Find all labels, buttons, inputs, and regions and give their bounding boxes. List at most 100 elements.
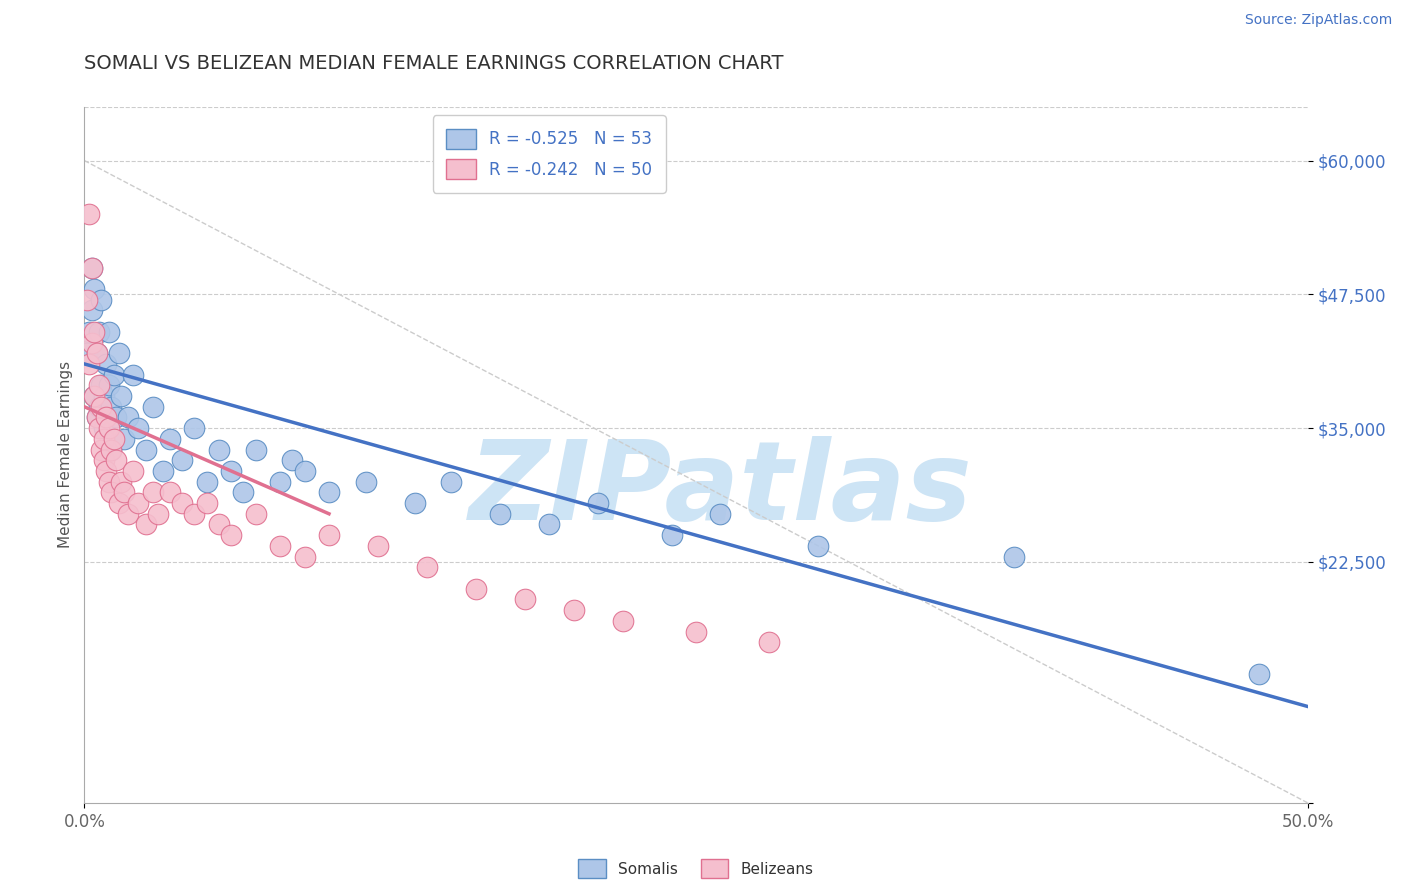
- Point: [103, 368, 125, 382]
- Point: [86, 410, 108, 425]
- Point: [86, 346, 108, 360]
- Point: [208, 442, 231, 457]
- Point: [269, 475, 291, 489]
- Point: [172, 453, 194, 467]
- Point: [294, 549, 316, 564]
- Point: [110, 389, 132, 403]
- Point: [107, 496, 129, 510]
- Point: [135, 517, 157, 532]
- Point: [100, 442, 122, 457]
- Point: [87, 400, 110, 414]
- Point: [135, 442, 157, 457]
- Point: [1247, 667, 1270, 681]
- Point: [538, 517, 561, 532]
- Point: [758, 635, 780, 649]
- Point: [142, 485, 165, 500]
- Point: [807, 539, 830, 553]
- Point: [117, 507, 139, 521]
- Point: [77, 325, 100, 339]
- Point: [87, 421, 110, 435]
- Point: [105, 410, 128, 425]
- Point: [77, 207, 100, 221]
- Point: [562, 603, 585, 617]
- Point: [96, 357, 118, 371]
- Point: [709, 507, 731, 521]
- Point: [103, 432, 125, 446]
- Point: [105, 453, 128, 467]
- Point: [97, 421, 120, 435]
- Point: [90, 378, 112, 392]
- Point: [195, 475, 218, 489]
- Point: [77, 357, 100, 371]
- Point: [440, 475, 463, 489]
- Point: [122, 368, 145, 382]
- Point: [354, 475, 377, 489]
- Point: [107, 346, 129, 360]
- Point: [219, 464, 242, 478]
- Point: [294, 464, 316, 478]
- Point: [83, 389, 105, 403]
- Point: [318, 528, 340, 542]
- Point: [117, 410, 139, 425]
- Point: [245, 507, 267, 521]
- Point: [367, 539, 389, 553]
- Point: [612, 614, 634, 628]
- Point: [127, 421, 149, 435]
- Point: [586, 496, 609, 510]
- Legend: Somalis, Belizeans: Somalis, Belizeans: [571, 852, 821, 886]
- Point: [83, 389, 105, 403]
- Text: Source: ZipAtlas.com: Source: ZipAtlas.com: [1244, 13, 1392, 28]
- Point: [661, 528, 683, 542]
- Point: [183, 507, 205, 521]
- Point: [146, 507, 169, 521]
- Point: [489, 507, 512, 521]
- Point: [100, 400, 122, 414]
- Point: [80, 335, 103, 350]
- Point: [97, 325, 120, 339]
- Point: [195, 496, 218, 510]
- Point: [83, 325, 105, 339]
- Point: [93, 421, 115, 435]
- Point: [159, 485, 181, 500]
- Point: [93, 432, 115, 446]
- Point: [404, 496, 426, 510]
- Point: [96, 464, 118, 478]
- Point: [269, 539, 291, 553]
- Point: [172, 496, 194, 510]
- Point: [122, 464, 145, 478]
- Point: [513, 592, 536, 607]
- Point: [100, 442, 122, 457]
- Point: [1002, 549, 1025, 564]
- Point: [87, 325, 110, 339]
- Point: [112, 485, 135, 500]
- Point: [90, 400, 112, 414]
- Y-axis label: Median Female Earnings: Median Female Earnings: [58, 361, 73, 549]
- Point: [90, 293, 112, 307]
- Text: SOMALI VS BELIZEAN MEDIAN FEMALE EARNINGS CORRELATION CHART: SOMALI VS BELIZEAN MEDIAN FEMALE EARNING…: [84, 54, 785, 72]
- Point: [159, 432, 181, 446]
- Point: [86, 410, 108, 425]
- Point: [110, 475, 132, 489]
- Point: [464, 582, 486, 596]
- Point: [142, 400, 165, 414]
- Point: [685, 624, 707, 639]
- Point: [93, 389, 115, 403]
- Point: [100, 485, 122, 500]
- Point: [152, 464, 174, 478]
- Point: [96, 410, 118, 425]
- Point: [93, 453, 115, 467]
- Text: ZIPatlas: ZIPatlas: [468, 436, 973, 543]
- Point: [183, 421, 205, 435]
- Point: [127, 496, 149, 510]
- Point: [219, 528, 242, 542]
- Point: [87, 378, 110, 392]
- Point: [80, 260, 103, 275]
- Point: [90, 442, 112, 457]
- Point: [416, 560, 439, 574]
- Point: [80, 303, 103, 318]
- Point: [80, 260, 103, 275]
- Point: [97, 378, 120, 392]
- Point: [232, 485, 254, 500]
- Point: [86, 346, 108, 360]
- Point: [245, 442, 267, 457]
